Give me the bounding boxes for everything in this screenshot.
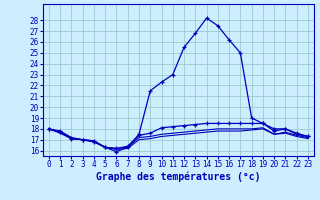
X-axis label: Graphe des températures (°c): Graphe des températures (°c) <box>96 172 261 182</box>
